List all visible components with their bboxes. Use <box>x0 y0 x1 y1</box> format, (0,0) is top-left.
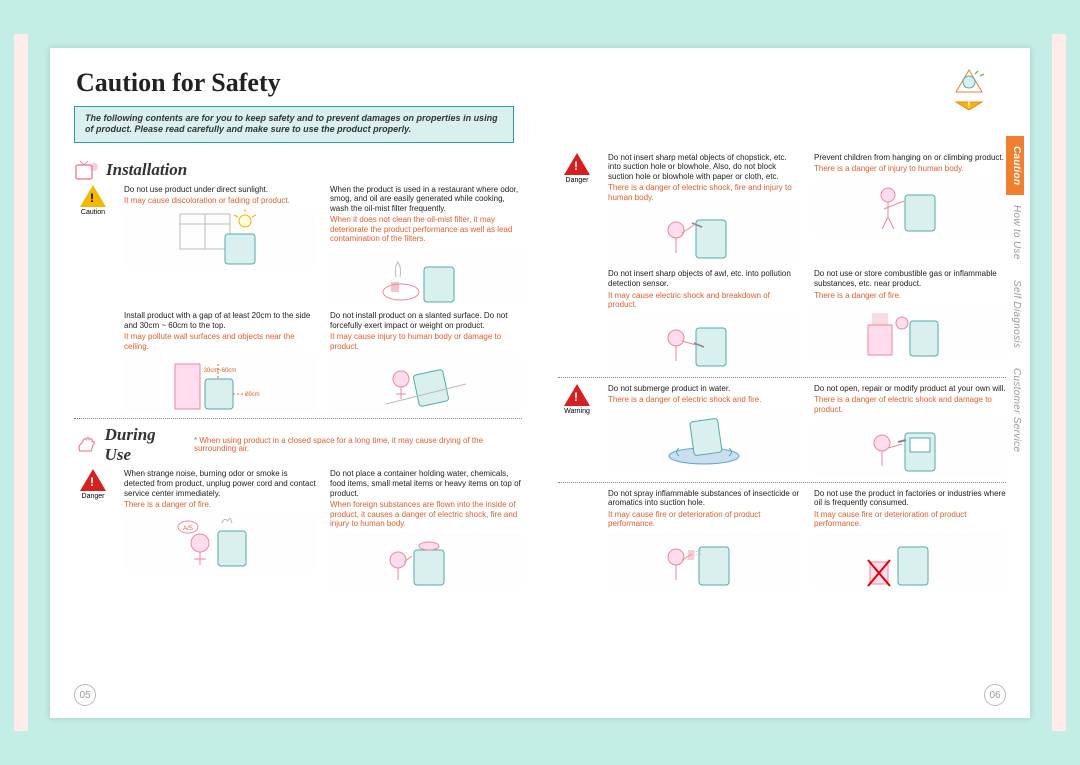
illustration <box>608 205 800 263</box>
page-title: Caution for Safety <box>76 68 1030 98</box>
illustration <box>814 418 1006 476</box>
caution-item: Do not submerge product in water. There … <box>608 384 800 476</box>
danger-badge: Danger <box>74 469 112 590</box>
illustration <box>814 177 1006 235</box>
illustration <box>608 313 800 371</box>
illustration: 30cm~60cm 20cm <box>124 354 316 412</box>
intro-box: The following contents are for you to ke… <box>74 106 514 143</box>
illustration <box>608 408 800 466</box>
illustration <box>814 532 1006 590</box>
right-column: Danger Do not insert sharp metal objects… <box>558 153 1006 597</box>
caution-item: Do not spray inflammable substances of i… <box>608 489 800 590</box>
illustration <box>330 247 522 305</box>
separator <box>558 482 1006 483</box>
manual-page-spread: ! Caution for Safety The following conte… <box>50 48 1030 718</box>
svg-text:A/S: A/S <box>183 526 193 532</box>
page-number-right: 06 <box>984 684 1006 706</box>
tab-caution[interactable]: Caution <box>1006 136 1024 195</box>
mascot-icon: ! <box>948 68 990 110</box>
page-number-left: 05 <box>74 684 96 706</box>
caution-item: Do not insert sharp metal objects of cho… <box>608 153 800 264</box>
svg-text:20cm: 20cm <box>245 392 260 398</box>
caution-item: When strange noise, burning odor or smok… <box>124 469 316 590</box>
separator <box>74 418 522 419</box>
install-icon <box>74 159 100 181</box>
caution-badge: Caution <box>74 185 112 306</box>
svg-text:!: ! <box>968 100 971 110</box>
illustration <box>330 532 522 590</box>
side-tabs: Caution How to Use Self Diagnosis Custom… <box>1006 136 1024 462</box>
illustration <box>608 532 800 590</box>
caution-item: Do not open, repair or modify product at… <box>814 384 1006 476</box>
page-band-left <box>14 34 28 731</box>
svg-text:30cm~60cm: 30cm~60cm <box>204 368 237 374</box>
danger-badge: Danger <box>558 153 596 264</box>
installation-heading: Installation <box>74 159 522 181</box>
caution-item: Do not insert sharp objects of awl, etc.… <box>608 269 800 370</box>
during-use-heading: During Use * When using product in a clo… <box>74 425 522 465</box>
caution-item: When the product is used in a restaurant… <box>330 185 522 306</box>
tab-self-diagnosis[interactable]: Self Diagnosis <box>1006 270 1024 358</box>
caution-item: Do not install product on a slanted surf… <box>330 311 522 412</box>
tab-customer-service[interactable]: Customer Service <box>1006 358 1024 462</box>
caution-item: Prevent children from hanging on or clim… <box>814 153 1006 264</box>
illustration <box>330 354 522 412</box>
hand-icon <box>74 434 99 456</box>
caution-item: Do not use the product in factories or i… <box>814 489 1006 590</box>
illustration: A/S <box>124 513 316 571</box>
caution-item: Do not use or store combustible gas or i… <box>814 269 1006 370</box>
warning-badge: Warning <box>558 384 596 476</box>
caution-item: Install product with a gap of at least 2… <box>124 311 316 412</box>
illustration <box>124 209 316 267</box>
illustration <box>814 303 1006 361</box>
left-column: Installation Caution Do not use product … <box>74 153 522 597</box>
tab-how-to-use[interactable]: How to Use <box>1006 195 1024 270</box>
caution-item: Do not place a container holding water, … <box>330 469 522 590</box>
caution-item: Do not use product under direct sunlight… <box>124 185 316 306</box>
page-band-right <box>1052 34 1066 731</box>
separator <box>558 377 1006 378</box>
